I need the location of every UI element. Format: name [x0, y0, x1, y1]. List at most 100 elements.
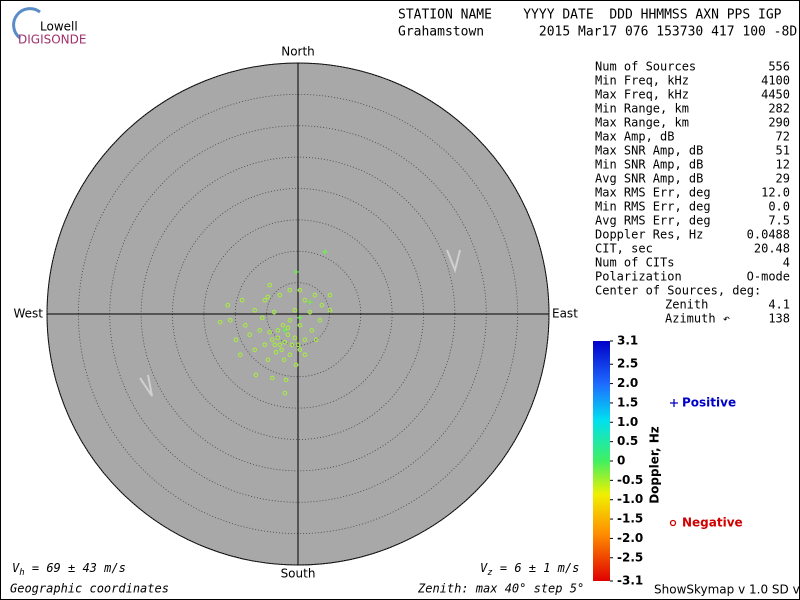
- source-negative: [313, 337, 319, 343]
- legend-label: Negative: [682, 516, 743, 530]
- stat-value: 4.1: [768, 298, 790, 312]
- source-negative: [262, 342, 268, 348]
- colorbar-tick-label: -3.1: [617, 574, 643, 588]
- source-negative: [297, 347, 303, 353]
- stat-label: Avg SNR Amp, dB: [595, 172, 703, 186]
- stat-value: 51: [776, 144, 790, 158]
- direction-label: West: [13, 307, 43, 321]
- decoration: [139, 249, 461, 397]
- source-negative: [247, 332, 252, 338]
- stat-label: Num of CITs: [595, 256, 674, 270]
- source-negative: [272, 342, 278, 348]
- source-negative: [277, 292, 283, 298]
- source-negative: [225, 302, 231, 308]
- source-negative: [297, 287, 303, 293]
- source-negative: [271, 309, 277, 315]
- source-positive: [297, 315, 303, 321]
- source-negative: [285, 332, 291, 338]
- source-negative: [282, 339, 288, 345]
- colorbar-tick-label: -2.5: [617, 550, 643, 564]
- source-positive: [322, 249, 328, 255]
- source-negative: [312, 292, 318, 298]
- stat-value: 556: [768, 60, 790, 74]
- source-negative: [293, 362, 299, 368]
- source-negative: [239, 297, 245, 303]
- source-negative: [275, 328, 281, 333]
- logo-bottom: DIGISONDE: [18, 33, 86, 47]
- stat-label: CIT, sec: [595, 242, 653, 256]
- source-negative: [295, 342, 301, 348]
- source-negative: [277, 342, 283, 348]
- source-negative: [285, 325, 291, 331]
- stat-label: Doppler Res, Hz: [595, 228, 703, 242]
- source-negative: [217, 319, 223, 325]
- source-positive: [307, 299, 313, 305]
- stat-value: 29: [776, 172, 790, 186]
- source-negative: [265, 357, 271, 363]
- source-negative: [259, 315, 265, 321]
- source-negative: [252, 347, 258, 353]
- colorbar-tick-label: 1.5: [617, 395, 638, 409]
- source-negative: [227, 317, 233, 323]
- stat-value: 282: [768, 102, 790, 116]
- stat-heading: Center of Sources, deg:: [595, 284, 761, 298]
- stat-label: Max RMS Err, deg: [595, 186, 711, 200]
- stat-value: 20.48: [754, 242, 790, 256]
- colorbar-tick-label: 3.1: [617, 334, 638, 348]
- source-negative: [253, 372, 259, 378]
- source-negative: [267, 329, 273, 335]
- stat-label: Zenith: [665, 298, 708, 312]
- stat-value: 4450: [761, 88, 790, 102]
- source-negative: [302, 337, 308, 343]
- colorbar-tick-label: -0.5: [617, 473, 643, 487]
- header-line: Grahamstown 2015 Mar17 076 153730 417 10…: [398, 25, 797, 40]
- stat-label: Azimuth ↶: [665, 312, 730, 326]
- source-negative: [237, 352, 243, 358]
- source-negative: [281, 357, 287, 363]
- stat-value: O-mode: [747, 270, 790, 284]
- source-negative: [287, 352, 293, 358]
- source-negative: [233, 337, 239, 343]
- source-positive: [293, 269, 299, 275]
- source-negative: [269, 375, 275, 381]
- source-negative: [282, 390, 288, 396]
- footer-right: ShowSkymap v 1.0 SD v 5.1: [654, 583, 800, 597]
- legend-label: Positive: [682, 396, 736, 410]
- footer-left: Geographic coordinates: [10, 582, 169, 596]
- stat-value: 4100: [761, 74, 790, 88]
- direction-label: North: [281, 45, 315, 59]
- colorbar: [593, 341, 610, 581]
- source-negative: [302, 352, 308, 358]
- stat-value: 290: [768, 116, 790, 130]
- source-negative: [262, 297, 268, 303]
- source-negative: [309, 328, 315, 333]
- header-line: STATION NAME YYYY DATE DDD HHMMSS AXN PP…: [398, 8, 782, 23]
- source-negative: [279, 347, 284, 353]
- stat-value: 138: [768, 312, 790, 326]
- source-negative: [283, 377, 289, 383]
- stat-label: Max Amp, dB: [595, 130, 674, 144]
- direction-label: East: [552, 307, 578, 321]
- source-negative: [287, 287, 293, 293]
- legend-marker: [669, 519, 677, 527]
- vh: Vh = 69 ± 43 m/s: [12, 561, 126, 578]
- stat-value: 72: [776, 130, 790, 144]
- source-negative: [265, 294, 271, 300]
- source-negative: [287, 317, 293, 323]
- source-positive: [282, 327, 288, 333]
- source-negative: [289, 342, 295, 348]
- source-negative: [297, 322, 303, 328]
- colorbar-tick-label: 2.5: [617, 357, 638, 371]
- source-negative: [327, 307, 333, 313]
- colorbar-tick-label: 0.5: [617, 434, 638, 448]
- source-negative: [317, 317, 323, 323]
- stat-label: Min Freq, kHz: [595, 74, 689, 88]
- source-negative: [242, 322, 248, 328]
- source-negative: [267, 282, 273, 288]
- colorbar-label: Doppler, Hz: [648, 426, 662, 504]
- source-negative: [327, 292, 333, 298]
- source-negative: [252, 307, 258, 313]
- source-negative: [257, 328, 263, 333]
- stat-label: Min RMS Err, deg: [595, 200, 711, 214]
